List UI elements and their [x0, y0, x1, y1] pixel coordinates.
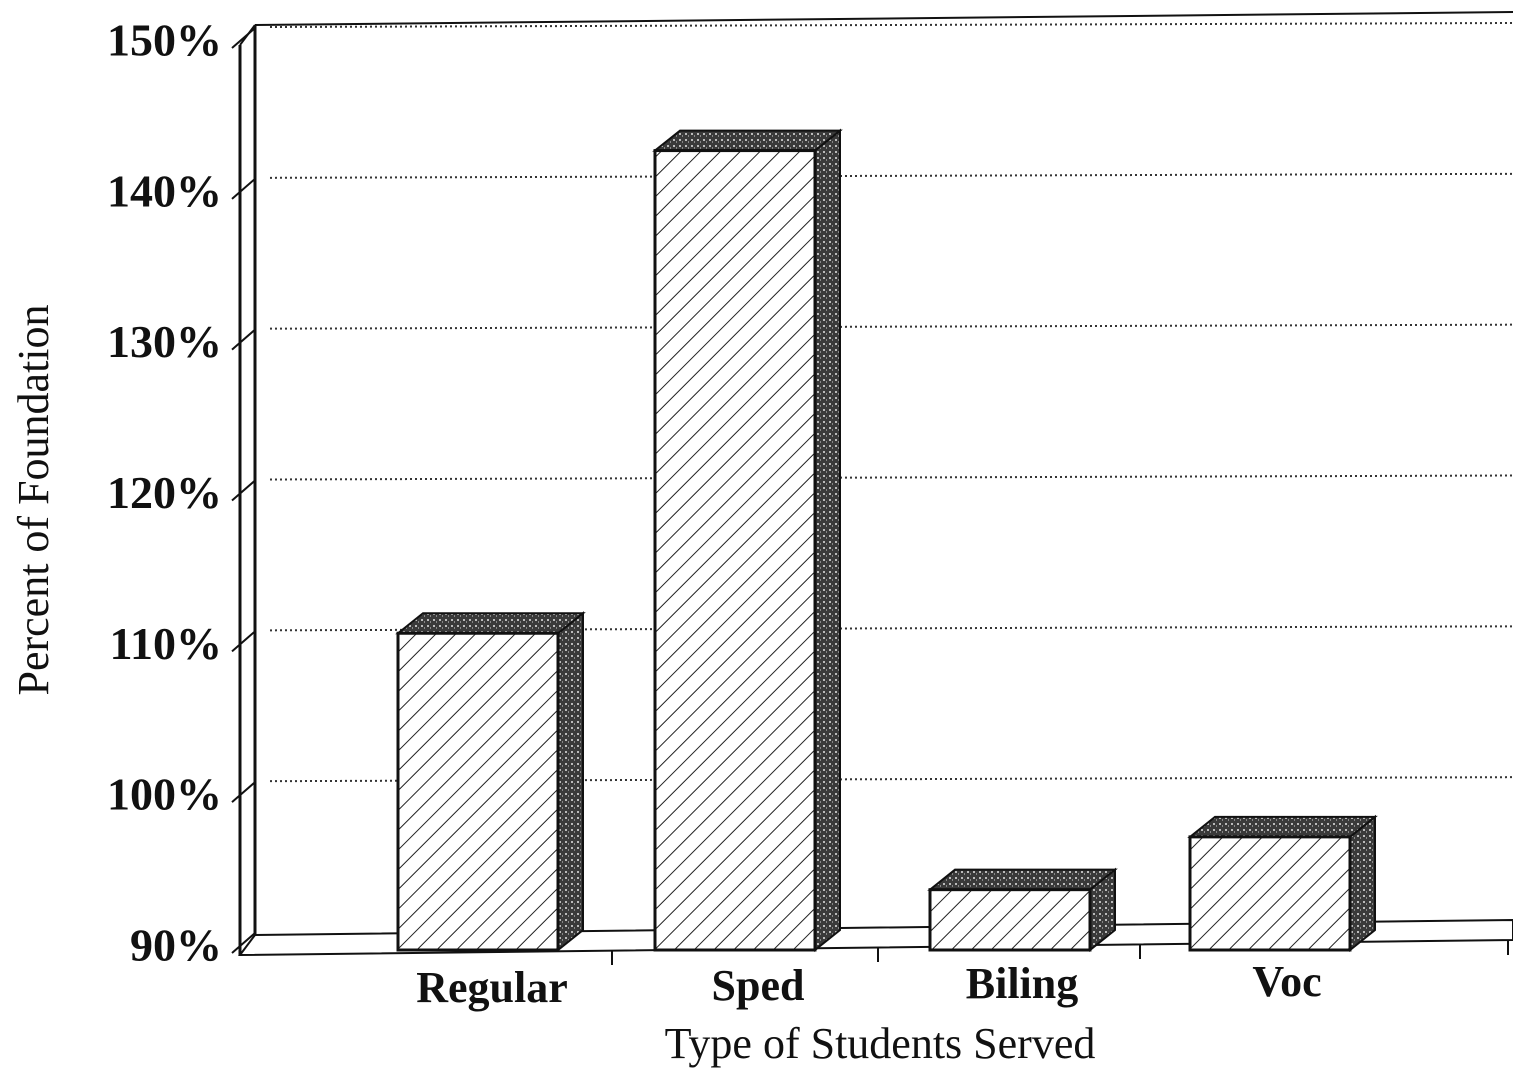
y-tick — [231, 178, 256, 200]
grid-line — [269, 22, 1513, 28]
top-edge — [254, 11, 1513, 26]
grid-line — [269, 172, 1513, 179]
grid-line — [269, 625, 1513, 632]
bar-side — [557, 611, 584, 953]
bar-side — [814, 128, 841, 953]
y-tick — [231, 630, 256, 653]
grid-line — [269, 323, 1513, 330]
y-tick-label: 150% — [107, 15, 222, 66]
y-tick — [231, 932, 256, 954]
grid-line — [269, 474, 1513, 481]
y-tick-label: 130% — [107, 316, 222, 367]
bar-top — [395, 612, 586, 635]
bar-side — [1349, 814, 1376, 953]
y-tick — [231, 781, 256, 803]
bar — [928, 888, 1092, 952]
y-tick-label: 90% — [130, 920, 222, 971]
category-ticks — [611, 940, 1509, 965]
y-tick-label: 110% — [110, 618, 222, 669]
y-tick — [231, 27, 256, 49]
bar-top — [1187, 815, 1378, 838]
grid-line — [269, 776, 1513, 783]
y-tick — [231, 479, 256, 502]
bar-top — [652, 129, 843, 152]
x-tick-label: Sped — [712, 961, 805, 1010]
bar — [653, 149, 817, 952]
y-tick — [231, 328, 256, 351]
x-tick-label: Voc — [1252, 957, 1321, 1006]
y-tick-label: 100% — [107, 769, 222, 820]
x-tick-label: Regular — [416, 963, 568, 1012]
bar — [396, 631, 560, 952]
x-tick-label: Biling — [966, 959, 1079, 1008]
y-tick-label: 120% — [107, 467, 222, 518]
x-axis-title: Type of Students Served — [665, 1019, 1096, 1068]
y-tick-label: 140% — [107, 165, 222, 216]
bar-top — [927, 868, 1118, 891]
bar — [1188, 835, 1352, 952]
y-axis-title: Percent of Foundation — [9, 304, 58, 695]
